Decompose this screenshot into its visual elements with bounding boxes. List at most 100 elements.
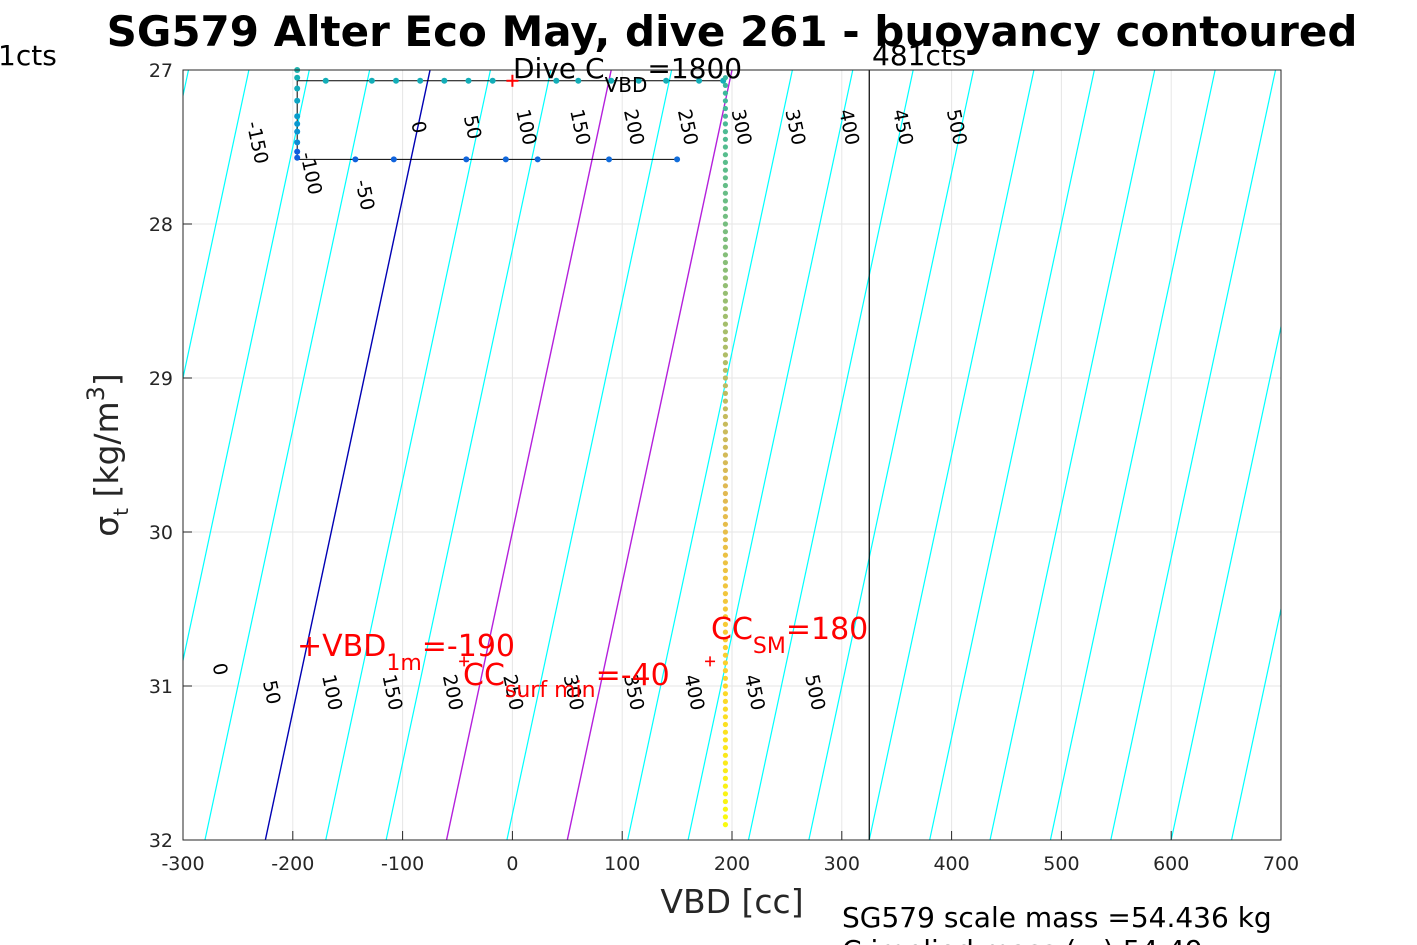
dive-marker bbox=[696, 77, 703, 84]
climb-marker bbox=[722, 129, 729, 135]
climb-marker bbox=[722, 213, 729, 219]
climb-marker bbox=[722, 413, 729, 420]
climb-markers bbox=[722, 75, 729, 828]
climb-marker bbox=[722, 244, 729, 250]
climb-marker bbox=[722, 460, 729, 466]
climb-marker bbox=[722, 760, 729, 766]
climb-marker bbox=[722, 344, 729, 350]
contour-line bbox=[506, 70, 673, 840]
dive-marker bbox=[294, 128, 301, 135]
scale-mass-text: SG579 scale mass =54.436 kg bbox=[842, 901, 1272, 934]
climb-marker bbox=[722, 514, 729, 520]
climb-marker bbox=[722, 537, 729, 543]
dive-marker bbox=[294, 154, 301, 161]
climb-marker bbox=[722, 390, 729, 396]
dive-marker bbox=[352, 156, 359, 163]
x-tick-label: 200 bbox=[714, 853, 750, 875]
dive-marker bbox=[417, 77, 424, 84]
dive-marker bbox=[553, 77, 560, 84]
contour-line bbox=[1352, 70, 1417, 840]
y-tick-label: 31 bbox=[149, 676, 173, 698]
contour-lines bbox=[0, 70, 1417, 840]
left-counts-label: 1cts bbox=[0, 39, 57, 72]
contour-line bbox=[1413, 70, 1417, 840]
climb-marker bbox=[722, 521, 729, 527]
climb-marker bbox=[722, 367, 729, 373]
x-tick-label: -300 bbox=[161, 853, 204, 875]
dive-marker bbox=[465, 77, 472, 84]
climb-marker bbox=[722, 429, 729, 435]
chart-title: SG579 Alter Eco May, dive 261 - buoyancy… bbox=[107, 7, 1358, 56]
climb-marker bbox=[722, 121, 729, 127]
climb-marker bbox=[722, 152, 729, 158]
climb-marker bbox=[722, 206, 729, 212]
climb-marker bbox=[722, 745, 729, 751]
climb-marker bbox=[722, 352, 729, 358]
climb-marker bbox=[722, 752, 729, 758]
dive-marker bbox=[294, 113, 301, 120]
contour-line bbox=[264, 70, 431, 840]
vbd-1m-sub: 1m bbox=[386, 651, 421, 676]
climb-marker bbox=[722, 321, 729, 327]
climb-marker bbox=[722, 236, 729, 242]
dive-marker bbox=[393, 77, 400, 84]
climb-marker bbox=[722, 691, 729, 697]
climb-marker bbox=[722, 529, 729, 535]
climb-marker bbox=[722, 637, 729, 643]
climb-marker bbox=[722, 606, 729, 612]
x-tick-label: 400 bbox=[933, 853, 969, 875]
contour-label: 0 bbox=[208, 661, 232, 677]
contour-line bbox=[183, 70, 250, 381]
climb-marker bbox=[722, 675, 729, 681]
contour-line bbox=[0, 70, 7, 840]
y-axis-label-sup: 3 bbox=[82, 386, 110, 401]
climb-marker bbox=[722, 383, 729, 389]
climb-marker bbox=[722, 591, 729, 597]
x-tick-label: 500 bbox=[1043, 853, 1079, 875]
contour-line bbox=[627, 70, 793, 840]
dive-marker bbox=[294, 120, 301, 127]
climb-marker bbox=[722, 275, 729, 281]
x-tick-label: 0 bbox=[506, 853, 518, 875]
climb-marker bbox=[722, 598, 729, 604]
contour-line bbox=[445, 70, 612, 840]
vbd-1m-annotation: +VBD1m=-190 bbox=[297, 629, 515, 676]
contour-line bbox=[1170, 323, 1281, 840]
y-axis-label-main: σ bbox=[87, 516, 126, 537]
climb-marker bbox=[722, 467, 729, 473]
climb-marker bbox=[722, 652, 729, 658]
climb-marker bbox=[722, 544, 729, 551]
climb-marker bbox=[722, 714, 729, 720]
climb-marker bbox=[722, 614, 729, 620]
dive-marker bbox=[294, 148, 301, 155]
dive-ccvbd-main: Dive C bbox=[513, 52, 605, 85]
x-tick-label: -200 bbox=[271, 853, 314, 875]
dive-marker bbox=[294, 97, 301, 104]
contour-line bbox=[868, 70, 1035, 840]
contour-label: 0 bbox=[406, 119, 430, 135]
annotation-markers bbox=[459, 656, 716, 667]
climb-marker bbox=[722, 90, 729, 96]
climb-marker bbox=[722, 306, 729, 312]
vbd-1m-main: +VBD bbox=[297, 629, 386, 664]
contour-line bbox=[687, 70, 854, 840]
x-tick-label: -100 bbox=[381, 853, 424, 875]
dive-marker bbox=[606, 156, 613, 163]
cc-sm-annotation: CCSM=180 bbox=[711, 612, 868, 659]
x-tick-label: 100 bbox=[604, 853, 640, 875]
dive-ccvbd-marker bbox=[506, 74, 519, 87]
climb-marker bbox=[722, 198, 729, 204]
climb-marker bbox=[722, 98, 729, 104]
climb-marker bbox=[722, 775, 729, 782]
climb-marker bbox=[722, 190, 729, 196]
climb-marker bbox=[722, 822, 729, 828]
climb-marker bbox=[722, 82, 729, 88]
contour-line bbox=[1049, 70, 1216, 840]
y-axis-label-close: ] bbox=[87, 373, 126, 386]
climb-marker bbox=[722, 252, 729, 258]
climb-marker bbox=[722, 406, 729, 412]
cc-surf-min-value: =-40 bbox=[596, 658, 670, 693]
contour-line bbox=[1292, 70, 1417, 840]
climb-marker bbox=[722, 113, 729, 119]
right-counts-label: 481cts bbox=[872, 39, 966, 72]
